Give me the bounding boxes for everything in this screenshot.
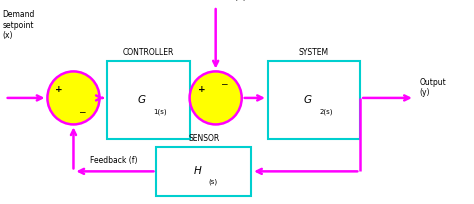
Text: Output
(y): Output (y) — [419, 78, 446, 98]
FancyBboxPatch shape — [156, 147, 251, 196]
Text: SENSOR: SENSOR — [188, 134, 219, 143]
Ellipse shape — [190, 71, 242, 124]
Text: CONTROLLER: CONTROLLER — [122, 48, 174, 57]
Text: H: H — [194, 166, 201, 176]
Text: 2(s): 2(s) — [319, 108, 333, 115]
Text: −: − — [220, 79, 227, 88]
Text: (s): (s) — [209, 178, 218, 185]
FancyBboxPatch shape — [268, 61, 360, 139]
Text: −: − — [78, 108, 85, 117]
Text: Demand
setpoint
(x): Demand setpoint (x) — [2, 10, 35, 40]
FancyBboxPatch shape — [107, 61, 190, 139]
Ellipse shape — [47, 71, 100, 124]
Text: 1(s): 1(s) — [153, 108, 167, 115]
Text: +: + — [55, 85, 63, 94]
Text: SYSTEM: SYSTEM — [299, 48, 329, 57]
Text: Disturbance (d): Disturbance (d) — [186, 0, 246, 2]
Text: G: G — [304, 95, 311, 105]
Text: G: G — [138, 95, 146, 105]
Text: +: + — [198, 85, 205, 94]
Text: Feedback (f): Feedback (f) — [90, 156, 137, 165]
